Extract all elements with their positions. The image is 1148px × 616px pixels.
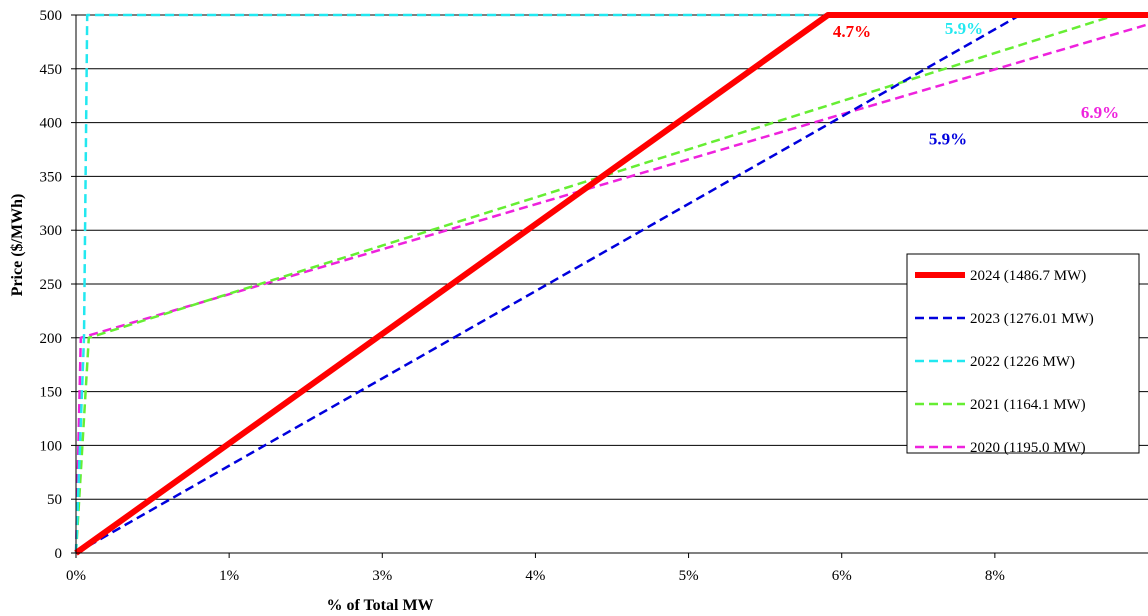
series-line: [74, 12, 1148, 556]
y-tick-label: 450: [40, 62, 63, 78]
x-tick-label: 1%: [219, 568, 239, 584]
y-tick-label: 250: [40, 277, 63, 293]
series-line: [74, 13, 1148, 554]
series-annotation: 5.9%: [929, 130, 967, 149]
x-tick-labels: 0% 1% 3% 4% 5% 6% 8%: [66, 553, 1005, 584]
y-tick-label: 150: [40, 385, 63, 401]
y-tick-label: 50: [47, 492, 62, 508]
series-annotation: 4.7%: [833, 22, 871, 41]
y-tick-label: 300: [40, 223, 63, 239]
y-tick-label: 100: [40, 438, 63, 454]
y-tick-label: 350: [40, 169, 63, 185]
x-tick-label: 6%: [832, 568, 852, 584]
legend-label: 2020 (1195.0 MW): [970, 440, 1086, 456]
y-axis-title: Price ($/MWh): [9, 194, 26, 297]
y-tick-label: 0: [55, 546, 63, 562]
legend-label: 2021 (1164.1 MW): [970, 397, 1086, 413]
series-line: [74, 13, 1148, 554]
annotations: 4.7% 5.9% 6.9% 5.9%: [833, 19, 1119, 149]
legend-label: 2022 (1226 MW): [970, 354, 1075, 370]
y-tick-label: 400: [40, 116, 63, 132]
y-tick-labels: 0 50 100 150 200 250 300 350 400 450 500: [40, 8, 76, 562]
legend: 2024 (1486.7 MW) 2023 (1276.01 MW) 2022 (1…: [906, 253, 1140, 456]
series-annotation: 5.9%: [945, 19, 983, 38]
x-tick-label: 3%: [372, 568, 392, 584]
x-axis-title: % of Total MW: [326, 597, 433, 614]
x-tick-label: 0%: [66, 568, 86, 584]
x-tick-label: 8%: [985, 568, 1005, 584]
legend-box: [906, 253, 1140, 454]
legend-label: 2024 (1486.7 MW): [970, 268, 1086, 284]
y-tick-label: 500: [40, 8, 63, 24]
series-layer: [74, 12, 1148, 556]
series-annotation: 6.9%: [1081, 103, 1119, 122]
legend-label: 2023 (1276.01 MW): [970, 311, 1094, 327]
y-tick-label: 200: [40, 331, 63, 347]
x-tick-label: 5%: [679, 568, 699, 584]
x-tick-label: 4%: [525, 568, 545, 584]
